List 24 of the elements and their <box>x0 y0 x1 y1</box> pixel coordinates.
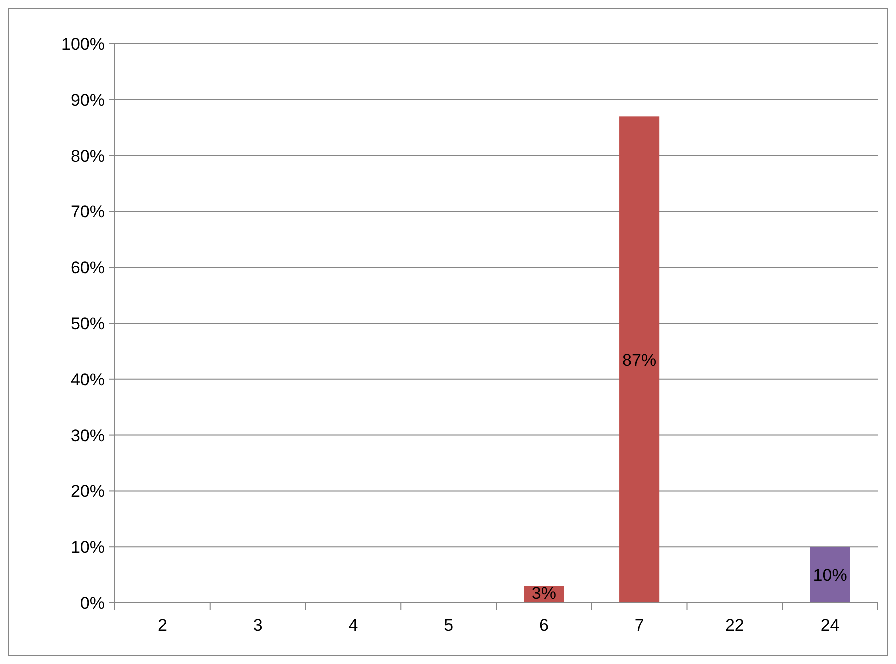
y-tick-label: 80% <box>70 146 105 166</box>
bar <box>620 116 660 603</box>
y-tick-label: 70% <box>70 202 105 222</box>
y-tick-label: 100% <box>62 34 105 54</box>
y-tick-label: 50% <box>70 314 105 334</box>
y-tick-label: 30% <box>70 426 105 446</box>
data-label: 10% <box>813 566 848 585</box>
y-tick-label: 40% <box>70 370 105 390</box>
y-tick-label: 0% <box>80 594 105 613</box>
x-tick-label: 5 <box>444 616 454 635</box>
y-tick-label: 10% <box>70 538 105 558</box>
data-label: 87% <box>622 350 657 370</box>
y-tick-label: 90% <box>70 90 105 110</box>
x-tick-label: 2 <box>158 616 168 635</box>
x-tick-label: 7 <box>634 616 644 635</box>
bar <box>810 547 850 603</box>
x-tick-label: 24 <box>820 616 840 635</box>
x-tick-label: 4 <box>348 616 358 635</box>
y-tick-label: 20% <box>70 482 105 502</box>
x-tick-label: 22 <box>725 616 744 635</box>
data-label: 3% <box>532 584 556 603</box>
y-tick-label: 60% <box>70 258 105 278</box>
x-tick-label: 3 <box>253 616 263 635</box>
x-tick-label: 6 <box>539 616 549 635</box>
